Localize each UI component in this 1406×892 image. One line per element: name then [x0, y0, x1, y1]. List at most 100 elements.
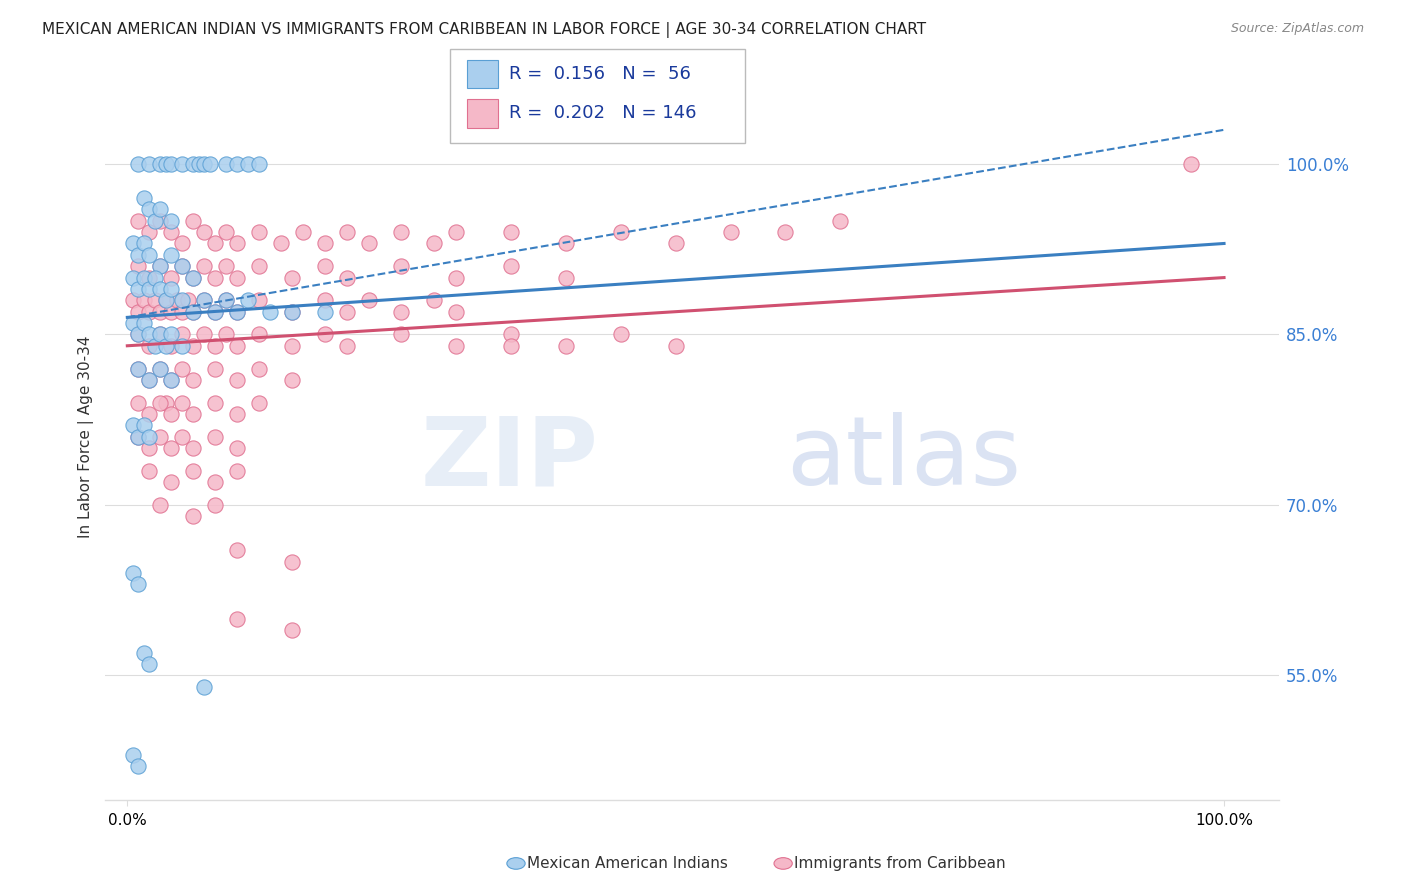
Point	[226, 157, 249, 171]
Point	[132, 316, 155, 330]
Point	[281, 339, 304, 353]
Point	[127, 361, 149, 376]
Point	[149, 202, 172, 217]
Point	[143, 339, 166, 353]
Y-axis label: In Labor Force | Age 30-34: In Labor Force | Age 30-34	[79, 335, 94, 538]
Point	[193, 259, 215, 273]
Point	[259, 304, 281, 318]
Point	[172, 293, 194, 308]
Point	[160, 248, 183, 262]
Point	[226, 441, 249, 455]
Point	[132, 236, 155, 251]
Point	[138, 657, 160, 671]
Point	[166, 293, 188, 308]
Point	[138, 373, 160, 387]
Point	[181, 441, 204, 455]
Point	[149, 498, 172, 512]
Point	[555, 236, 578, 251]
Text: ZIP: ZIP	[420, 412, 598, 505]
Point	[160, 270, 183, 285]
Point	[204, 270, 226, 285]
Point	[138, 327, 160, 342]
Point	[226, 304, 249, 318]
Point	[127, 361, 149, 376]
Point	[391, 304, 413, 318]
Point	[160, 475, 183, 490]
Point	[314, 304, 336, 318]
Point	[155, 293, 177, 308]
Point	[336, 304, 359, 318]
Point	[391, 259, 413, 273]
Point	[138, 304, 160, 318]
Point	[226, 611, 249, 625]
Point	[127, 213, 149, 227]
Point	[193, 157, 215, 171]
Point	[501, 327, 523, 342]
Point	[181, 304, 204, 318]
Point	[270, 236, 292, 251]
Point	[127, 577, 149, 591]
Point	[204, 361, 226, 376]
Point	[247, 361, 270, 376]
Point	[149, 430, 172, 444]
Text: R =  0.156   N =  56: R = 0.156 N = 56	[509, 65, 690, 83]
Point	[446, 225, 468, 239]
Point	[281, 270, 304, 285]
Point	[127, 282, 149, 296]
Point	[149, 282, 172, 296]
Point	[247, 259, 270, 273]
Point	[226, 543, 249, 558]
Point	[127, 327, 149, 342]
Point	[226, 304, 249, 318]
Point	[215, 157, 238, 171]
Point	[172, 395, 194, 409]
Point	[127, 430, 149, 444]
Point	[181, 270, 204, 285]
Point	[314, 293, 336, 308]
Point	[193, 293, 215, 308]
Point	[501, 259, 523, 273]
Point	[215, 293, 238, 308]
Point	[172, 259, 194, 273]
Point	[281, 373, 304, 387]
Point	[155, 157, 177, 171]
Text: R =  0.202   N = 146: R = 0.202 N = 146	[509, 104, 696, 122]
Point	[155, 293, 177, 308]
Point	[121, 747, 143, 762]
Point	[138, 464, 160, 478]
Point	[193, 680, 215, 694]
Point	[555, 270, 578, 285]
Point	[143, 213, 166, 227]
Point	[204, 395, 226, 409]
Point	[160, 225, 183, 239]
Point	[215, 293, 238, 308]
Point	[172, 327, 194, 342]
Point	[160, 407, 183, 421]
Point	[160, 304, 183, 318]
Point	[149, 157, 172, 171]
Point	[138, 430, 160, 444]
Point	[138, 373, 160, 387]
Point	[665, 236, 688, 251]
Point	[160, 373, 183, 387]
Point	[830, 213, 852, 227]
Point	[193, 293, 215, 308]
Point	[204, 498, 226, 512]
Point	[143, 293, 166, 308]
Point	[132, 191, 155, 205]
Point	[160, 282, 183, 296]
Point	[281, 555, 304, 569]
Point	[215, 225, 238, 239]
Point	[226, 236, 249, 251]
Point	[236, 157, 259, 171]
Point	[160, 373, 183, 387]
Point	[446, 304, 468, 318]
Point	[215, 259, 238, 273]
Point	[204, 339, 226, 353]
Point	[149, 259, 172, 273]
Point	[281, 623, 304, 637]
Point	[121, 418, 143, 433]
Point	[181, 339, 204, 353]
Point	[281, 304, 304, 318]
Point	[127, 248, 149, 262]
